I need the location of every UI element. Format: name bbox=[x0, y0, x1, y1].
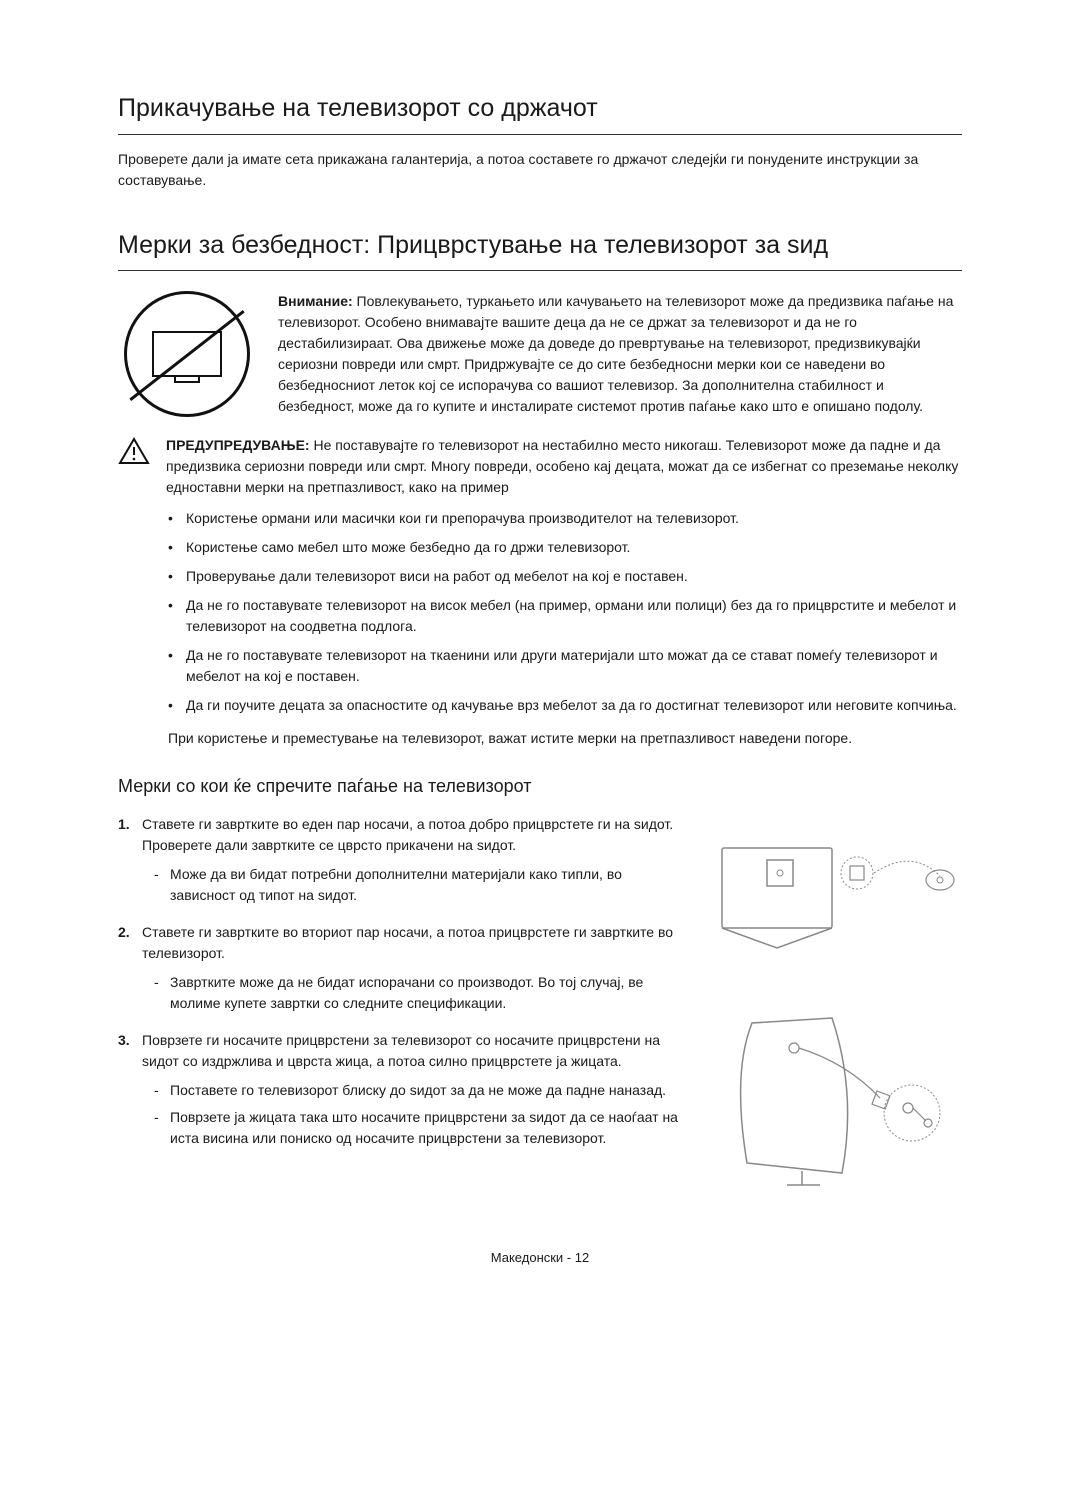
step-item: Поврзете ги носачите прицврстени за теле… bbox=[118, 1030, 684, 1149]
step-text: Поврзете ги носачите прицврстени за теле… bbox=[142, 1032, 660, 1069]
warning-label: ПРЕДУПРЕДУВАЊЕ: bbox=[166, 437, 310, 453]
sub-item: Може да ви бидат потребни дополнителни м… bbox=[142, 864, 684, 906]
warning-triangle-icon bbox=[118, 437, 150, 465]
warning-text: ПРЕДУПРЕДУВАЊЕ: Не поставувајте го телев… bbox=[166, 435, 962, 498]
list-item: Да ги поучите децата за опасностите од к… bbox=[168, 695, 962, 716]
sub-item: Поставете го телевизорот блиску до ѕидот… bbox=[142, 1080, 684, 1101]
no-climb-tv-icon bbox=[124, 291, 250, 417]
page-footer: Македонски - 12 bbox=[118, 1248, 962, 1268]
closing-note: При користење и преместување на телевизо… bbox=[168, 728, 962, 749]
wall-bracket-illustration bbox=[712, 818, 962, 973]
section2-title: Мерки за безбедност: Прицврстување на те… bbox=[118, 227, 962, 272]
section1-intro: Проверете дали ја имате сета прикажана г… bbox=[118, 149, 962, 191]
list-item: Да не го поставувате телевизорот на висо… bbox=[168, 595, 962, 637]
sub-item: Завртките може да не бидат испорачани со… bbox=[142, 972, 684, 1014]
list-item: Користење ормани или масички кои ги преп… bbox=[168, 508, 962, 529]
list-item: Да не го поставувате телевизорот на ткае… bbox=[168, 645, 962, 687]
attention-body: Повлекувањето, туркањето или качувањето … bbox=[278, 293, 953, 414]
attention-label: Внимание: bbox=[278, 293, 353, 309]
warning-block: ПРЕДУПРЕДУВАЊЕ: Не поставувајте го телев… bbox=[118, 435, 962, 498]
step-item: Ставете ги завртките во вториот пар носа… bbox=[118, 922, 684, 1014]
section3-title: Мерки со кои ќе спречите паѓање на телев… bbox=[118, 773, 962, 800]
attention-text: Внимание: Повлекувањето, туркањето или к… bbox=[278, 291, 962, 417]
step-text: Ставете ги завртките во еден пар носачи,… bbox=[142, 816, 673, 853]
sub-item: Поврзете ја жицата така што носачите при… bbox=[142, 1107, 684, 1149]
attention-block: Внимание: Повлекувањето, туркањето или к… bbox=[118, 291, 962, 417]
section1-title: Прикачување на телевизорот со држачот bbox=[118, 90, 962, 135]
steps-list: Ставете ги завртките во еден пар носачи,… bbox=[118, 814, 684, 1149]
precautions-list: Користење ормани или масички кои ги преп… bbox=[168, 508, 962, 716]
list-item: Користење само мебел што може безбедно д… bbox=[168, 537, 962, 558]
tether-illustration bbox=[712, 1003, 962, 1188]
step-item: Ставете ги завртките во еден пар носачи,… bbox=[118, 814, 684, 906]
illustration-column bbox=[712, 814, 962, 1188]
list-item: Проверување дали телевизорот виси на раб… bbox=[168, 566, 962, 587]
step-text: Ставете ги завртките во вториот пар носа… bbox=[142, 924, 673, 961]
